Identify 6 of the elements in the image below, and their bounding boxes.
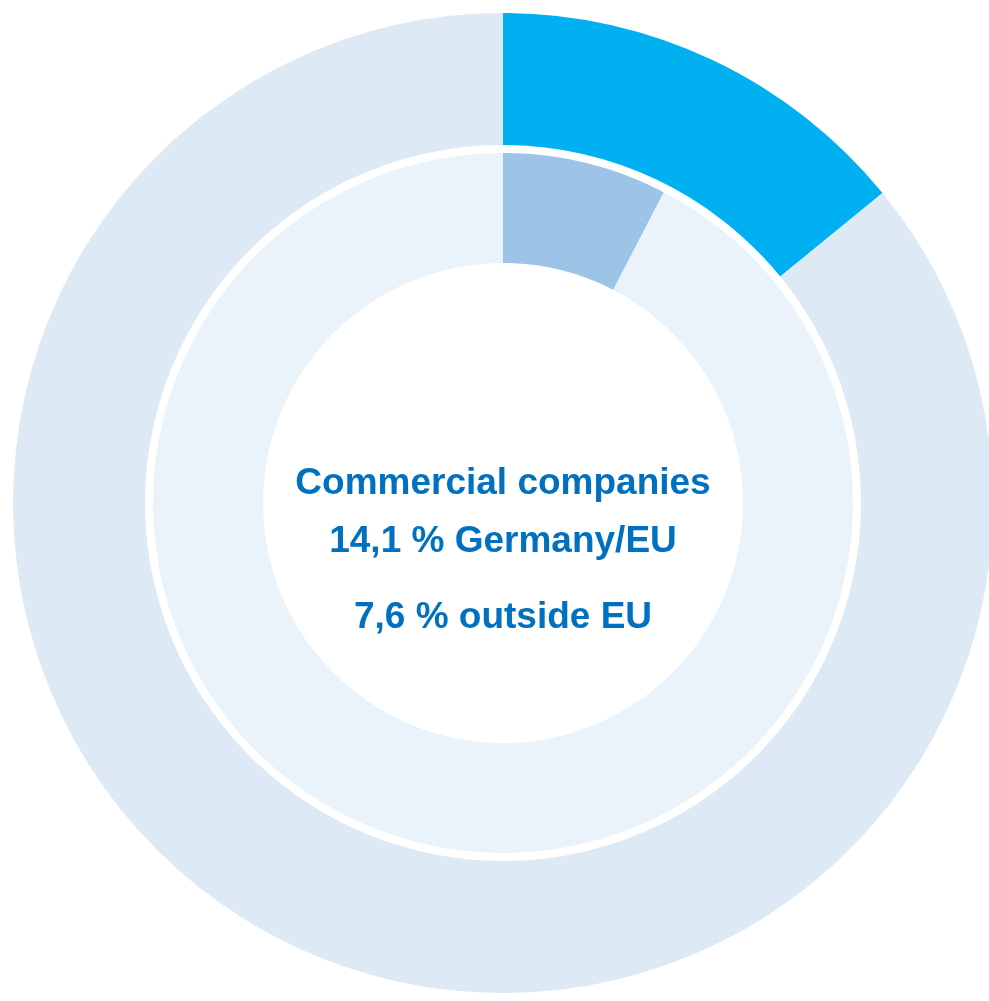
text: Commercial companies: [295, 461, 711, 502]
donut-slice: [503, 153, 664, 290]
text: 14,1 % Germany/EU: [329, 519, 677, 560]
text: 7,6 % outside EU: [353, 595, 653, 636]
donut-slice: [503, 13, 883, 277]
donut-slice: [153, 153, 853, 853]
